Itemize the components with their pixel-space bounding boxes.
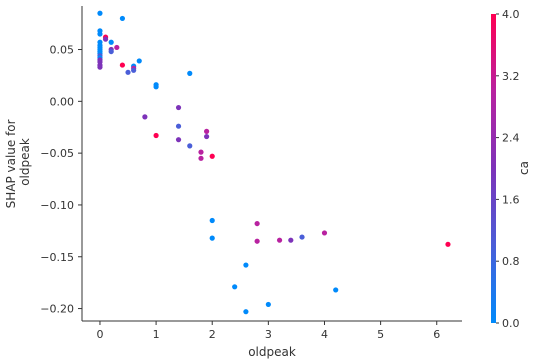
data-point bbox=[97, 11, 102, 16]
data-point bbox=[243, 309, 248, 314]
colorbar-tick-label: 0.8 bbox=[502, 255, 520, 268]
data-point bbox=[445, 242, 450, 247]
y-tick-label: −0.05 bbox=[40, 147, 74, 160]
colorbar-label: ca bbox=[517, 161, 531, 175]
data-point bbox=[176, 105, 181, 110]
data-point bbox=[255, 221, 260, 226]
plot-area: 0 1 2 3 4 5 6 0.05 0.00 −0.05 −0.10 −0.15 −0.20 bbox=[40, 6, 462, 341]
y-tick-label: 0.05 bbox=[50, 44, 75, 57]
data-point bbox=[187, 71, 192, 76]
data-point bbox=[176, 137, 181, 142]
data-point bbox=[109, 40, 114, 45]
data-point bbox=[153, 133, 158, 138]
data-point bbox=[232, 284, 237, 289]
x-tick-label: 0 bbox=[96, 328, 103, 341]
data-point bbox=[198, 156, 203, 161]
y-axis-label-line-1: SHAP value for bbox=[4, 119, 18, 208]
data-point bbox=[187, 143, 192, 148]
colorbar-tick-label: 3.2 bbox=[502, 70, 520, 83]
x-axis-ticks: 0 1 2 3 4 5 6 bbox=[96, 321, 440, 341]
data-point bbox=[204, 129, 209, 134]
data-point bbox=[137, 58, 142, 63]
data-point bbox=[176, 124, 181, 129]
y-tick-label: 0.00 bbox=[50, 95, 75, 108]
colorbar: 4.0 3.2 2.4 1.6 0.8 0.0 ca bbox=[491, 8, 531, 330]
data-point bbox=[266, 302, 271, 307]
x-tick-label: 4 bbox=[321, 328, 328, 341]
data-point bbox=[153, 84, 158, 89]
data-point bbox=[322, 230, 327, 235]
y-tick-label: −0.20 bbox=[40, 303, 74, 316]
y-axis-label: SHAP value for oldpeak bbox=[4, 116, 32, 209]
y-axis-label-line-2: oldpeak bbox=[18, 138, 32, 186]
colorbar-ticks: 4.0 3.2 2.4 1.6 0.8 0.0 bbox=[496, 8, 520, 330]
colorbar-tick-label: 1.6 bbox=[502, 193, 520, 206]
y-axis-ticks: 0.05 0.00 −0.05 −0.10 −0.15 −0.20 bbox=[40, 44, 82, 316]
x-tick-label: 5 bbox=[377, 328, 384, 341]
data-point bbox=[120, 16, 125, 21]
data-point bbox=[131, 68, 136, 73]
data-point bbox=[109, 49, 114, 54]
data-point bbox=[125, 70, 130, 75]
data-point bbox=[204, 134, 209, 139]
data-point bbox=[97, 65, 102, 70]
colorbar-bar bbox=[491, 14, 496, 323]
data-point bbox=[198, 150, 203, 155]
data-point bbox=[299, 234, 304, 239]
data-point bbox=[288, 238, 293, 243]
x-tick-label: 1 bbox=[153, 328, 160, 341]
data-point bbox=[142, 114, 147, 119]
colorbar-tick-label: 0.0 bbox=[502, 317, 520, 330]
y-tick-label: −0.10 bbox=[40, 199, 74, 212]
data-point bbox=[243, 262, 248, 267]
x-tick-label: 6 bbox=[433, 328, 440, 341]
data-point bbox=[210, 154, 215, 159]
data-point bbox=[210, 236, 215, 241]
colorbar-tick-label: 2.4 bbox=[502, 132, 520, 145]
data-point bbox=[333, 287, 338, 292]
colorbar-tick-label: 4.0 bbox=[502, 8, 520, 21]
data-points bbox=[97, 11, 450, 315]
data-point bbox=[97, 31, 102, 36]
y-tick-label: −0.15 bbox=[40, 251, 74, 264]
data-point bbox=[255, 239, 260, 244]
x-tick-label: 2 bbox=[209, 328, 216, 341]
data-point bbox=[103, 37, 108, 42]
data-point bbox=[114, 45, 119, 50]
x-tick-label: 3 bbox=[265, 328, 272, 341]
data-point bbox=[210, 218, 215, 223]
x-axis-label: oldpeak bbox=[248, 345, 296, 359]
data-point bbox=[120, 62, 125, 67]
data-point bbox=[277, 238, 282, 243]
